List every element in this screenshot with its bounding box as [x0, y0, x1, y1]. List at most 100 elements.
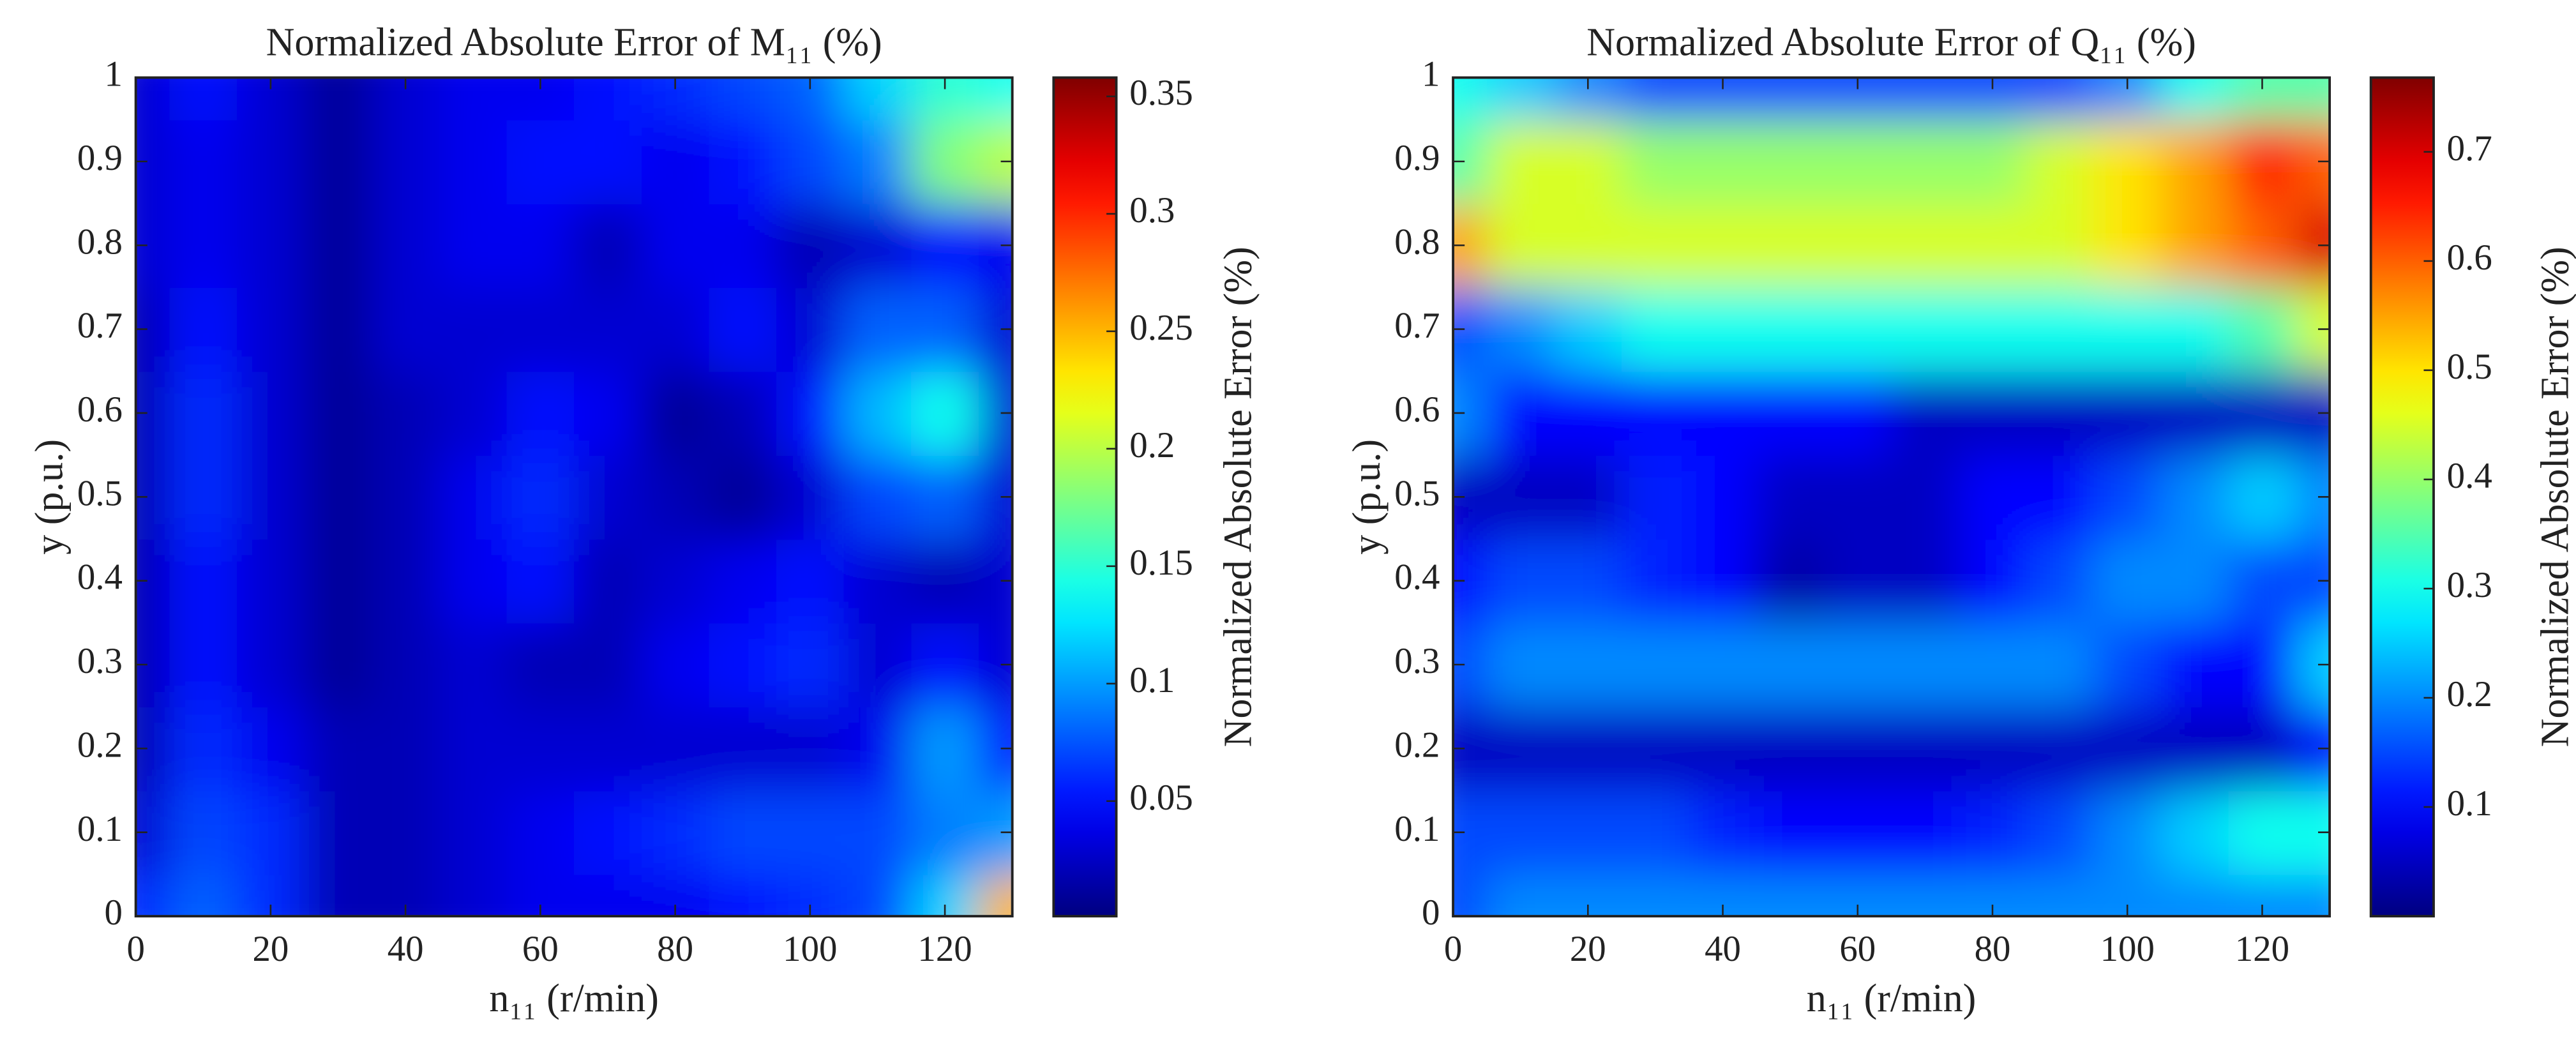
contour-cell [1823, 371, 1892, 456]
contour-cell [1689, 622, 1758, 707]
contour-cell [2093, 287, 2162, 372]
contour-cell [304, 119, 373, 204]
contour-cell [1554, 287, 1623, 372]
contour-cell [843, 706, 912, 792]
chart-title: Normalized Absolute Error of Q₁₁ (%) [1586, 21, 2196, 64]
colorbar-tick-label: 0.15 [1129, 543, 1193, 583]
y-tick-label: 0.6 [77, 389, 123, 430]
x-tick-label: 20 [252, 929, 289, 969]
contour-cell [2161, 790, 2229, 875]
contour-cell [1959, 203, 2028, 289]
colorbar-label: Normalized Absolute Error (%) [1216, 246, 1260, 747]
contour-cell [1756, 119, 1825, 204]
contour-cell [2161, 371, 2229, 456]
contour-cell [1823, 119, 1892, 204]
y-tick-label: 0.1 [1394, 809, 1440, 849]
contour-cell [1486, 455, 1555, 540]
contour-cell [1756, 622, 1825, 707]
contour-cell [169, 455, 238, 540]
contour-cell [1554, 371, 1623, 456]
contour-cell [304, 874, 373, 917]
contour-cell [169, 790, 238, 875]
contour-cell [709, 622, 778, 707]
contour-cell [237, 371, 306, 456]
contour-cell [2026, 874, 2095, 917]
contour-cell [1756, 77, 1825, 121]
contour-cell [911, 622, 980, 707]
contour-cell [1622, 287, 1691, 372]
contour-cell [304, 706, 373, 792]
contour-cell [1756, 455, 1825, 540]
y-tick-label: 0.7 [77, 306, 123, 346]
contour-cell [709, 706, 778, 792]
contour-cell [911, 119, 980, 204]
contour-cell [776, 622, 845, 707]
contour-cell [1823, 538, 1892, 624]
x-tick-label: 80 [1975, 929, 2011, 969]
contour-cell [1756, 874, 1825, 917]
y-tick-label: 0.2 [1394, 725, 1440, 765]
contour-cell [304, 538, 373, 624]
contour-cell [506, 455, 575, 540]
contour-cell [776, 287, 845, 372]
contour-cell [1453, 874, 1488, 917]
contour-cell [237, 455, 306, 540]
contour-cell [169, 622, 238, 707]
contour-cell [1959, 455, 2028, 540]
contour-cell [1891, 455, 1960, 540]
contour-cell [776, 538, 845, 624]
contour-cell [1453, 77, 1488, 121]
contour-cell [641, 371, 710, 456]
contour-cell [1891, 706, 1960, 792]
contour-cell [135, 874, 170, 917]
contour-cell [574, 790, 643, 875]
contour-cell [1823, 455, 1892, 540]
contour-cell [2161, 455, 2229, 540]
contour-cell [1486, 371, 1555, 456]
contour-cell [641, 706, 710, 792]
contour-cell [1689, 119, 1758, 204]
y-tick-label: 0.4 [77, 557, 123, 598]
contour-cell [304, 77, 373, 121]
contour-cell [506, 203, 575, 289]
contour-cell [574, 287, 643, 372]
contour-cell [506, 119, 575, 204]
colorbar-tick-label: 0.1 [1129, 660, 1175, 700]
contour-cell [574, 119, 643, 204]
contour-cell [911, 203, 980, 289]
colorbar [2369, 76, 2435, 918]
contour-cell [843, 455, 912, 540]
y-tick-label: 0.2 [77, 725, 123, 765]
contour-cell [2228, 790, 2297, 875]
chart-panel: 0 20 40 60 80 100 120 0 0.1 0.2 0.3 0.4 0.5 0.6 0.7 0.8… [1345, 21, 2576, 1020]
contour-cell [1891, 790, 1960, 875]
contour-cell [439, 790, 508, 875]
x-tick-label: 60 [1839, 929, 1876, 969]
colorbar-tick-label: 0.1 [2447, 783, 2492, 824]
contour-cell [1554, 119, 1623, 204]
contour-cell [574, 77, 643, 121]
chart-title: Normalized Absolute Error of M₁₁ (%) [266, 21, 882, 64]
contour-cell [2026, 455, 2095, 540]
contour-cell [1554, 455, 1623, 540]
contour-cell [1891, 287, 1960, 372]
contour-cell [439, 706, 508, 792]
contour-cell [911, 371, 980, 456]
contour-cell [1622, 203, 1691, 289]
contour-cell [506, 371, 575, 456]
contour-cell [2228, 538, 2297, 624]
contour-cell [641, 622, 710, 707]
contour-cell [1891, 622, 1960, 707]
contour-cell [1689, 455, 1758, 540]
contour-cell [641, 203, 710, 289]
contour-cell [1554, 203, 1623, 289]
colorbar-tick-label: 0.3 [2447, 565, 2492, 605]
contour-cell [439, 287, 508, 372]
contour-cell [439, 371, 508, 456]
x-tick-label: 120 [917, 929, 972, 969]
contour-cell [237, 287, 306, 372]
chart-panel: 0 20 40 60 80 100 120 0 0.1 0.2 0.3 0.4 0.5 0.6 0.7 0.8… [28, 21, 1260, 1020]
contour-cell [169, 371, 238, 456]
contour-cell [1486, 203, 1555, 289]
